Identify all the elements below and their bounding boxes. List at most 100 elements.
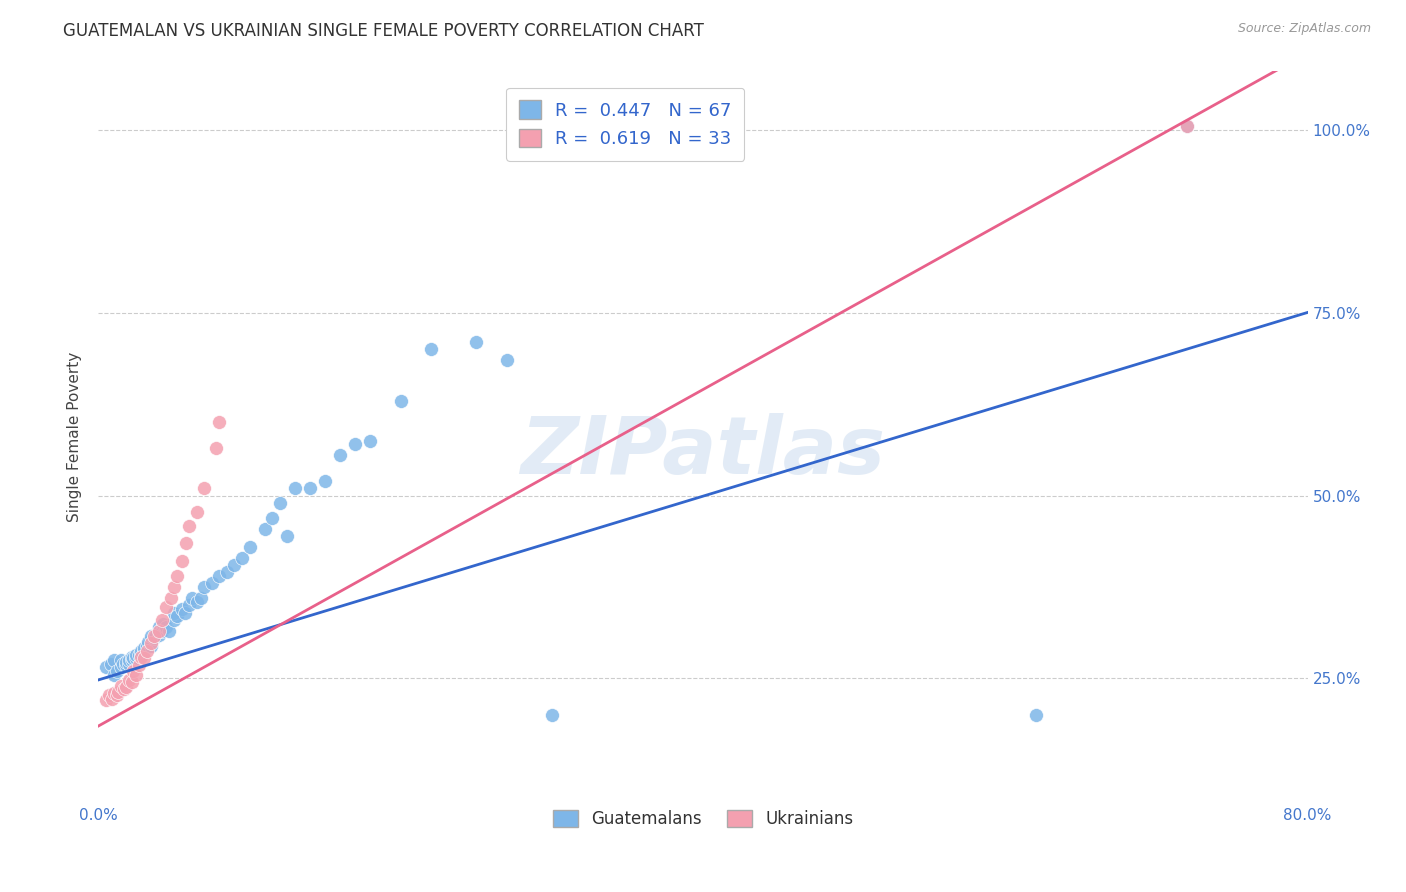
Point (129, 648, 152, 662)
Point (160, 591, 183, 605)
Point (114, 680, 136, 694)
Point (179, 599, 201, 613)
Legend: Guatemalans, Ukrainians: Guatemalans, Ukrainians (543, 800, 863, 838)
Point (105, 664, 128, 678)
Point (103, 667, 125, 681)
Point (205, 441, 228, 455)
Point (110, 660, 132, 674)
Point (179, 519, 201, 533)
Point (208, 569, 231, 583)
Point (166, 609, 188, 624)
Point (284, 481, 307, 495)
Point (360, 434, 382, 448)
Point (299, 481, 322, 495)
Point (122, 664, 145, 678)
Point (389, 393, 412, 408)
Point (201, 576, 224, 591)
Point (121, 653, 143, 667)
Point (136, 635, 159, 649)
Point (118, 653, 141, 667)
Point (163, 580, 186, 594)
Point (132, 643, 155, 657)
Point (103, 653, 125, 667)
Point (100, 657, 122, 671)
Point (129, 649, 152, 664)
Point (110, 653, 132, 667)
Point (107, 684, 129, 698)
Point (132, 640, 155, 655)
Point (186, 594, 208, 608)
Point (495, 353, 517, 368)
Point (145, 627, 167, 641)
Point (262, 510, 284, 524)
Point (344, 437, 367, 451)
Point (253, 521, 276, 535)
Point (170, 602, 193, 616)
Point (98, 688, 121, 702)
Point (163, 606, 186, 620)
Point (420, 343, 443, 357)
Y-axis label: Single Female Poverty: Single Female Poverty (67, 352, 83, 522)
Point (135, 639, 157, 653)
Point (135, 643, 157, 657)
Point (1175, 120, 1198, 134)
Text: GUATEMALAN VS UKRAINIAN SINGLE FEMALE POVERTY CORRELATION CHART: GUATEMALAN VS UKRAINIAN SINGLE FEMALE PO… (63, 22, 704, 40)
Point (94, 660, 117, 674)
Point (208, 416, 231, 430)
Point (150, 613, 173, 627)
Point (132, 651, 155, 665)
Point (125, 648, 148, 662)
Point (143, 629, 166, 643)
Text: Source: ZipAtlas.com: Source: ZipAtlas.com (1237, 22, 1371, 36)
Point (129, 643, 152, 657)
Point (150, 624, 173, 638)
Point (110, 679, 132, 693)
Point (329, 448, 352, 462)
Text: ZIPatlas: ZIPatlas (520, 413, 886, 491)
Point (112, 682, 135, 697)
Point (193, 580, 215, 594)
Point (239, 540, 262, 554)
Point (159, 624, 181, 638)
Point (101, 692, 124, 706)
Point (125, 667, 148, 681)
Point (155, 599, 177, 614)
Point (540, 708, 562, 723)
Point (186, 505, 208, 519)
Point (114, 658, 136, 673)
Point (193, 481, 215, 495)
Point (231, 550, 253, 565)
Point (170, 554, 193, 568)
Point (128, 658, 150, 673)
Point (148, 624, 170, 638)
Point (173, 606, 195, 620)
Point (114, 656, 136, 670)
Point (174, 536, 197, 550)
Point (141, 639, 163, 653)
Point (152, 616, 174, 631)
Point (125, 651, 148, 665)
Point (181, 591, 204, 605)
Point (111, 657, 134, 671)
Point (118, 673, 141, 687)
Point (121, 649, 143, 664)
Point (163, 613, 186, 627)
Point (155, 620, 177, 634)
Point (118, 657, 141, 671)
Point (105, 688, 128, 702)
Point (1175, 120, 1198, 134)
Point (103, 686, 125, 700)
Point (224, 558, 246, 573)
Point (143, 632, 166, 646)
Point (122, 651, 145, 665)
Point (465, 334, 488, 349)
Point (314, 474, 336, 488)
Point (1024, 708, 1046, 723)
Point (141, 629, 163, 643)
Point (276, 529, 298, 543)
Point (128, 648, 150, 662)
Point (94, 693, 117, 707)
Point (141, 636, 163, 650)
Point (148, 627, 170, 641)
Point (121, 675, 143, 690)
